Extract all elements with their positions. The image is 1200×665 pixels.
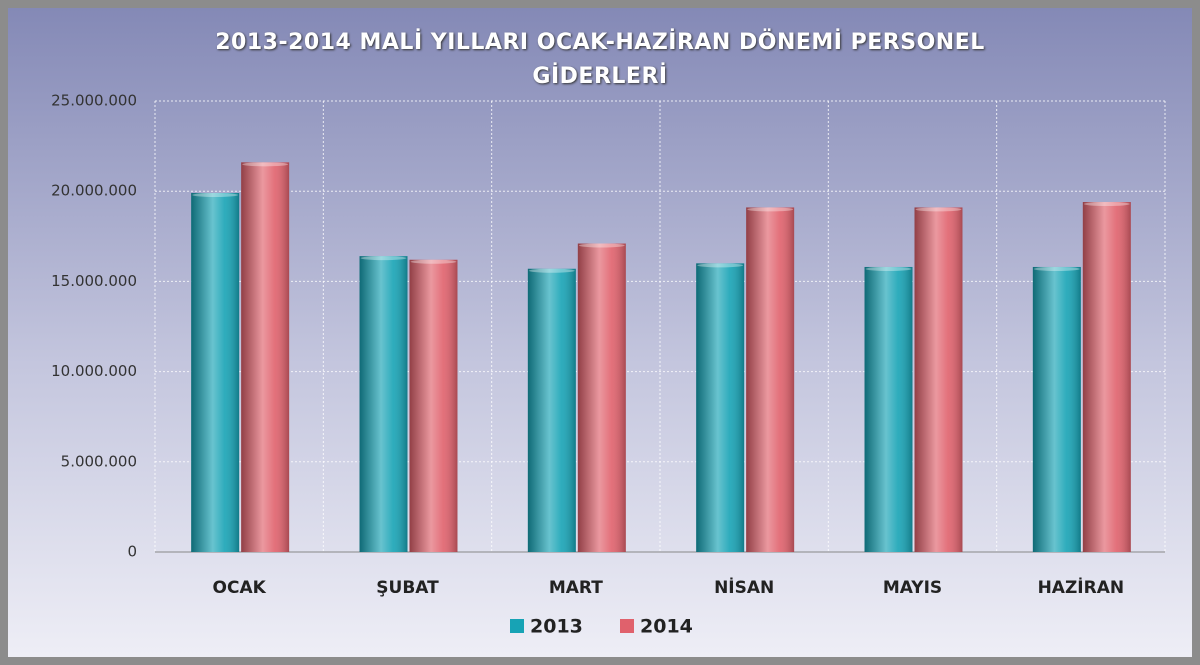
bar-cap — [242, 162, 289, 167]
legend-swatch — [510, 619, 524, 633]
y-tick-label: 15.000.000 — [51, 272, 137, 290]
bar-shine — [746, 207, 795, 552]
y-tick-label: 0 — [127, 543, 137, 561]
legend-label: 2014 — [640, 616, 693, 638]
x-tick-label: MART — [549, 578, 603, 598]
bar-shine — [914, 207, 963, 552]
bar-shine — [191, 193, 240, 552]
bar-cap — [192, 193, 239, 198]
bar-shine — [864, 266, 913, 552]
y-tick-label: 25.000.000 — [51, 92, 137, 110]
y-tick-label: 10.000.000 — [51, 362, 137, 380]
bar-shine — [696, 263, 745, 552]
legend-label: 2013 — [530, 616, 583, 638]
bar-shine — [577, 243, 626, 553]
x-tick-label: ŞUBAT — [376, 578, 439, 598]
x-tick-label: MAYIS — [883, 578, 942, 598]
bar-shine — [1032, 266, 1081, 552]
bar-shine — [1082, 202, 1131, 553]
y-tick-label: 5.000.000 — [61, 452, 137, 470]
bar-cap — [528, 268, 575, 273]
bar-cap — [1083, 202, 1130, 207]
bar-shine — [527, 268, 576, 552]
bar-shine — [359, 256, 408, 552]
x-tick-label: NİSAN — [714, 576, 774, 598]
bar-cap — [1033, 266, 1080, 271]
legend-swatch — [620, 619, 634, 633]
bar-shine — [409, 259, 458, 552]
bar-shine — [241, 162, 290, 552]
bar-cap — [410, 259, 457, 264]
bar-cap — [578, 243, 625, 248]
x-tick-label: OCAK — [213, 578, 267, 598]
y-tick-label: 20.000.000 — [51, 182, 137, 200]
x-tick-label: HAZİRAN — [1038, 576, 1125, 598]
bar-cap — [915, 207, 962, 212]
bar-cap — [360, 256, 407, 261]
bar-cap — [747, 207, 794, 212]
bar-cap — [865, 266, 912, 271]
bar-cap — [697, 263, 744, 268]
chart-title: 2013-2014 MALİ YILLARI OCAK-HAZİRAN DÖNE… — [215, 30, 985, 89]
